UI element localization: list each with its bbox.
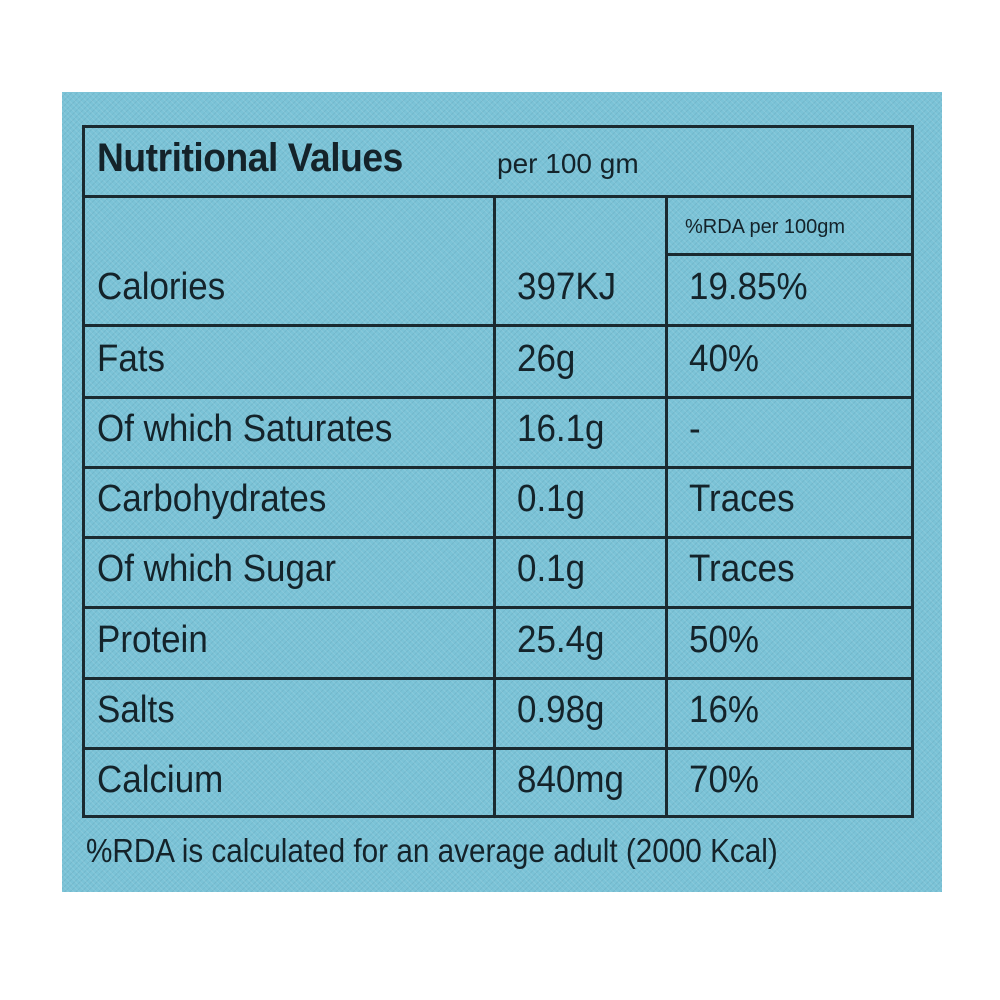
nutrient-rda: 19.85% bbox=[689, 266, 808, 308]
column-divider-rda bbox=[665, 195, 668, 818]
nutrient-name: Of which Sugar bbox=[97, 548, 337, 590]
column-divider-amount bbox=[493, 195, 496, 818]
nutrient-name: Carbohydrates bbox=[97, 478, 327, 520]
row-divider bbox=[85, 677, 911, 680]
nutrient-amount: 0.1g bbox=[517, 548, 586, 590]
nutrient-rda: Traces bbox=[689, 548, 795, 590]
nutrient-rda: 70% bbox=[689, 759, 759, 801]
label-panel bbox=[62, 92, 942, 892]
nutrient-name: Calories bbox=[97, 266, 226, 308]
row-divider bbox=[85, 536, 911, 539]
nutrient-rda: 50% bbox=[689, 619, 759, 661]
row-divider bbox=[85, 747, 911, 750]
table-subtitle: per 100 gm bbox=[497, 148, 639, 179]
row-divider bbox=[85, 324, 911, 327]
nutrient-rda: 16% bbox=[689, 689, 759, 731]
nutrient-amount: 397KJ bbox=[517, 266, 617, 308]
nutrient-name: Fats bbox=[97, 338, 165, 380]
nutrient-amount: 26g bbox=[517, 338, 576, 380]
row-divider bbox=[85, 396, 911, 399]
nutrient-rda: Traces bbox=[689, 478, 795, 520]
nutrition-table: Nutritional Values per 100 gm %RDA per 1… bbox=[82, 125, 914, 818]
nutrient-amount: 840mg bbox=[517, 759, 624, 801]
rda-column-header: %RDA per 100gm bbox=[685, 216, 846, 238]
nutrient-amount: 0.98g bbox=[517, 689, 605, 731]
row-divider bbox=[85, 466, 911, 469]
nutrient-name: Of which Saturates bbox=[97, 408, 393, 450]
nutrient-name: Salts bbox=[97, 689, 175, 731]
row-divider bbox=[85, 606, 911, 609]
rda-header-divider bbox=[668, 253, 911, 256]
nutrient-rda: 40% bbox=[689, 338, 759, 380]
nutrient-name: Calcium bbox=[97, 759, 224, 801]
footnote: %RDA is calculated for an average adult … bbox=[86, 832, 778, 869]
nutrient-amount: 25.4g bbox=[517, 619, 605, 661]
nutrient-amount: 16.1g bbox=[517, 408, 605, 450]
nutrient-name: Protein bbox=[97, 619, 208, 661]
table-title: Nutritional Values bbox=[97, 136, 403, 180]
table-title-row: Nutritional Values per 100 gm bbox=[85, 128, 911, 198]
nutrient-rda: - bbox=[689, 408, 701, 450]
nutrient-amount: 0.1g bbox=[517, 478, 586, 520]
